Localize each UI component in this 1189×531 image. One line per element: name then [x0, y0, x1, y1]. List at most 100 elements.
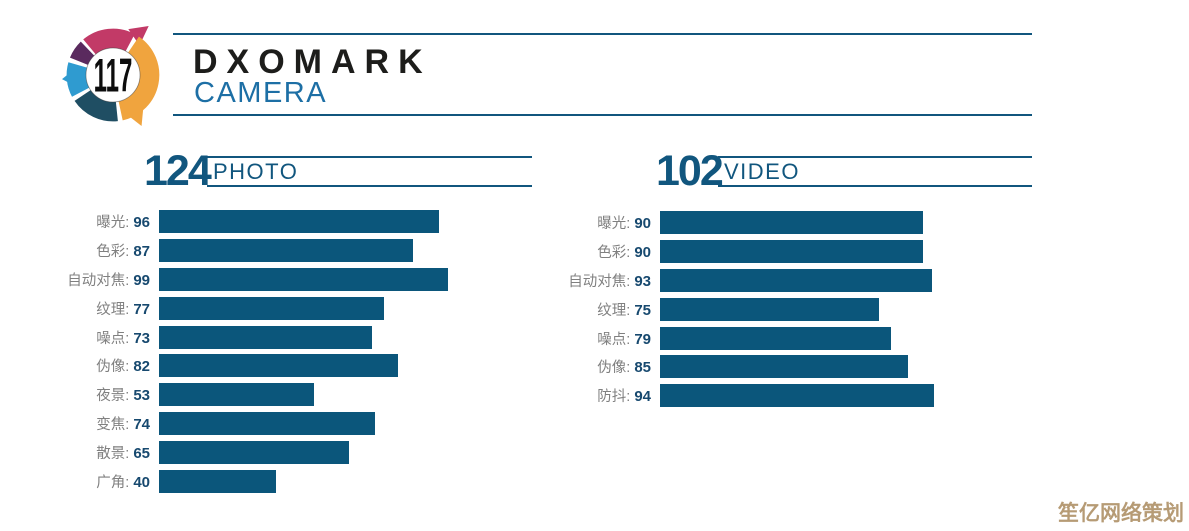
score-category: 防抖:: [597, 389, 635, 406]
score-row: 防抖: 94: [566, 381, 1046, 410]
score-label: 纹理: 75: [566, 299, 659, 320]
score-row: 伪像: 85: [566, 352, 1046, 381]
logo-blue-segment: [66, 62, 90, 97]
score-value: 82: [133, 358, 150, 376]
score-category: 变焦:: [96, 417, 134, 434]
score-value: 73: [133, 329, 150, 347]
video-section-rule: VIDEO: [718, 156, 1032, 187]
photo-score: 124: [144, 147, 212, 195]
score-value: 53: [133, 387, 150, 405]
score-value: 77: [133, 300, 150, 318]
video-section-title: VIDEO: [724, 159, 800, 184]
score-category: 伪像:: [96, 359, 134, 376]
score-row: 自动对焦: 99: [65, 265, 545, 294]
score-bar: [660, 326, 891, 350]
score-label: 变焦: 74: [65, 413, 158, 434]
score-label: 广角: 40: [65, 471, 158, 492]
dxomark-logo: 117: [62, 24, 164, 126]
score-bar: [159, 238, 414, 262]
overall-score: 117: [94, 49, 133, 101]
score-label: 自动对焦: 99: [65, 269, 158, 290]
score-row: 伪像: 82: [65, 351, 545, 380]
score-row: 纹理: 77: [65, 294, 545, 323]
score-label: 防抖: 94: [566, 385, 659, 406]
watermark-text: 笙亿网络策划: [1058, 502, 1184, 525]
score-value: 96: [133, 213, 150, 231]
logo-pink-tip: [128, 26, 149, 46]
score-category: 噪点:: [96, 330, 134, 347]
score-row: 曝光: 96: [65, 207, 545, 236]
logo-swirl-graphic: 117: [62, 26, 160, 126]
score-bar: [159, 209, 440, 233]
score-bar: [159, 267, 449, 291]
score-category: 纹理:: [597, 302, 635, 319]
score-bar: [660, 268, 932, 292]
score-bar: [159, 441, 349, 465]
score-row: 自动对焦: 93: [566, 266, 1046, 295]
score-bar: [159, 412, 376, 436]
score-label: 伪像: 82: [65, 355, 158, 376]
score-value: 90: [634, 243, 651, 261]
score-category: 广角:: [96, 474, 134, 491]
score-category: 散景:: [96, 446, 134, 463]
score-bar: [660, 355, 909, 379]
score-bar: [159, 354, 399, 378]
score-label: 伪像: 85: [566, 356, 659, 377]
score-row: 噪点: 73: [65, 323, 545, 352]
photo-bar-chart: 曝光: 96 色彩: 87 自动对焦: 99 纹理: 77 噪点: 73 伪像: 82 夜景…: [65, 207, 545, 496]
score-label: 曝光: 96: [65, 211, 158, 232]
score-bar: [660, 239, 923, 263]
score-category: 纹理:: [96, 301, 134, 318]
score-bar: [159, 469, 276, 493]
logo-purple-segment: [69, 41, 95, 66]
score-value: 99: [133, 271, 150, 289]
score-value: 93: [634, 272, 651, 290]
score-value: 94: [634, 388, 651, 406]
score-row: 变焦: 74: [65, 409, 545, 438]
score-bar: [660, 384, 935, 408]
score-row: 广角: 40: [65, 467, 545, 496]
photo-section-rule: PHOTO: [207, 156, 532, 187]
score-bar: [159, 383, 314, 407]
score-value: 65: [133, 445, 150, 463]
score-category: 伪像:: [597, 360, 635, 377]
score-row: 色彩: 90: [566, 237, 1046, 266]
score-value: 85: [634, 359, 651, 377]
score-bar: [660, 297, 879, 321]
logo-pink-segment: [83, 28, 135, 55]
score-value: 75: [634, 301, 651, 319]
score-label: 夜景: 53: [65, 384, 158, 405]
score-category: 曝光:: [96, 214, 134, 231]
score-value: 79: [634, 330, 651, 348]
score-bar: [660, 210, 923, 234]
score-row: 曝光: 90: [566, 208, 1046, 237]
score-bar: [159, 325, 373, 349]
score-label: 噪点: 79: [566, 328, 659, 349]
score-value: 40: [133, 473, 150, 491]
score-label: 散景: 65: [65, 442, 158, 463]
logo-teal-segment: [74, 89, 118, 122]
score-value: 87: [133, 242, 150, 260]
video-score: 102: [656, 147, 724, 195]
score-category: 曝光:: [597, 215, 635, 232]
score-row: 散景: 65: [65, 438, 545, 467]
score-label: 色彩: 87: [65, 240, 158, 261]
score-row: 夜景: 53: [65, 380, 545, 409]
score-category: 自动对焦:: [568, 273, 635, 290]
score-category: 夜景:: [96, 388, 134, 405]
score-category: 色彩:: [597, 244, 635, 261]
score-label: 纹理: 77: [65, 298, 158, 319]
score-row: 纹理: 75: [566, 295, 1046, 324]
score-row: 噪点: 79: [566, 324, 1046, 353]
score-label: 曝光: 90: [566, 212, 659, 233]
score-label: 噪点: 73: [65, 327, 158, 348]
score-value: 74: [133, 416, 150, 434]
photo-section-title: PHOTO: [213, 159, 299, 184]
header-rule-top: [173, 33, 1032, 35]
score-category: 色彩:: [96, 243, 134, 260]
score-bar: [159, 296, 384, 320]
score-category: 自动对焦:: [67, 272, 134, 289]
brand-wordmark: DXOMARK: [193, 43, 432, 81]
score-label: 自动对焦: 93: [566, 270, 659, 291]
